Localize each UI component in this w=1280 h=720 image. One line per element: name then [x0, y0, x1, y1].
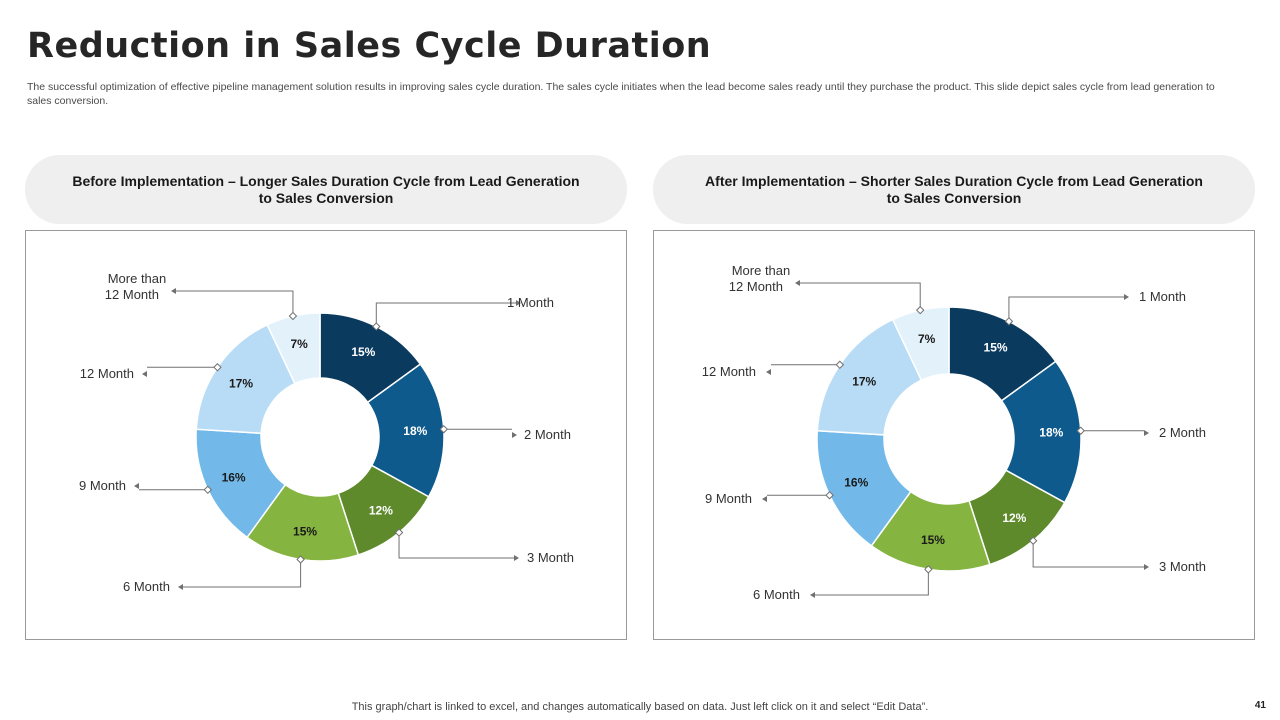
- leader-arrow-3-month: [1144, 564, 1149, 570]
- leader-arrow-3-month: [514, 555, 519, 561]
- category-label-2-month: 2 Month: [1159, 425, 1206, 440]
- leader-1-month: [375, 302, 516, 327]
- data-label-9-month: 16%: [844, 476, 868, 490]
- data-label-1-month: 15%: [984, 341, 1008, 355]
- leader-anchor-6-month: [924, 565, 933, 574]
- leader-arrow-12-month: [142, 371, 147, 377]
- leader-lines: [134, 288, 521, 590]
- before-donut-chart[interactable]: 15% 1 Month 18% 2 Month 12% 3 Month 15% 6 Month…: [26, 231, 628, 641]
- category-label-12-month: 12 Month: [80, 366, 134, 381]
- data-label-3-month: 12%: [1002, 511, 1026, 525]
- leader-anchor-9-month: [825, 490, 834, 500]
- leader-arrow-9-month: [134, 483, 139, 489]
- leader-6-month: [815, 569, 929, 596]
- leader-anchor-3-month: [1028, 536, 1038, 545]
- data-label-1-month: 15%: [351, 345, 375, 359]
- data-label-more-than-12-month: 7%: [918, 332, 936, 346]
- leader-arrow-12-month: [766, 369, 771, 375]
- category-label-2-month: 2 Month: [524, 427, 571, 442]
- leader-lines: [762, 280, 1149, 598]
- slice-2-month[interactable]: [1000, 360, 1082, 504]
- category-label-1-month: 1 Month: [1139, 289, 1186, 304]
- leader-anchor-9-month: [203, 485, 213, 495]
- after-chart-panel[interactable]: 15% 1 Month 18% 2 Month 12% 3 Month 15% 6 Month…: [653, 230, 1255, 640]
- before-chart-panel[interactable]: 15% 1 Month 18% 2 Month 12% 3 Month 15% 6 Month…: [25, 230, 627, 640]
- category-label-12-month: 12 Month: [702, 364, 756, 379]
- after-header-text: After Implementation – Shorter Sales Dur…: [705, 172, 1203, 206]
- data-label-12-month: 17%: [229, 376, 253, 390]
- data-label-3-month: 12%: [369, 504, 393, 518]
- leader-3-month: [398, 532, 514, 559]
- leader-anchor-1-month: [1004, 317, 1014, 326]
- leader-anchor-more-than-12-month: [288, 311, 298, 321]
- category-label-more-than-12-month: More than 12 Month: [729, 263, 790, 294]
- leader-arrow-1-month: [516, 300, 521, 306]
- data-label-2-month: 18%: [1039, 426, 1063, 440]
- data-label-more-than-12-month: 7%: [290, 337, 308, 351]
- leader-6-month: [183, 559, 302, 588]
- leader-1-month: [1008, 296, 1124, 322]
- leader-arrow-1-month: [1124, 294, 1129, 300]
- leader-arrow-more-than-12-month: [795, 280, 800, 286]
- data-label-9-month: 16%: [222, 471, 246, 485]
- page-number: 41: [1254, 700, 1266, 711]
- slice-2-month[interactable]: [366, 363, 445, 498]
- category-label-9-month: 9 Month: [79, 478, 126, 493]
- data-label-6-month: 15%: [293, 524, 317, 538]
- leader-more-than-12-month: [176, 290, 294, 316]
- leader-arrow-6-month: [178, 584, 183, 590]
- before-header-pill: Before Implementation – Longer Sales Dur…: [25, 155, 627, 224]
- page-title: Reduction in Sales Cycle Duration: [27, 26, 712, 66]
- leader-anchor-12-month: [213, 363, 222, 372]
- after-donut-chart[interactable]: 15% 1 Month 18% 2 Month 12% 3 Month 15% 6 Month…: [654, 231, 1256, 641]
- category-label-6-month: 6 Month: [753, 587, 800, 602]
- category-label-6-month: 6 Month: [123, 579, 170, 594]
- leader-anchor-1-month: [372, 322, 381, 331]
- slices: [195, 312, 445, 562]
- leader-arrow-6-month: [810, 592, 815, 598]
- leader-arrow-2-month: [1144, 430, 1149, 436]
- leader-anchor-more-than-12-month: [915, 305, 925, 315]
- leader-3-month: [1032, 540, 1144, 568]
- data-label-2-month: 18%: [403, 424, 427, 438]
- leader-anchor-2-month: [439, 424, 448, 434]
- slice-12-month[interactable]: [195, 323, 296, 435]
- category-label-9-month: 9 Month: [705, 491, 752, 506]
- leader-arrow-9-month: [762, 496, 767, 502]
- data-label-12-month: 17%: [852, 374, 876, 388]
- labels: 15% 1 Month 18% 2 Month 12% 3 Month 15% 6 Month…: [702, 263, 1206, 602]
- category-label-3-month: 3 Month: [1159, 559, 1206, 574]
- category-label-more-than-12-month: More than 12 Month: [105, 271, 166, 302]
- leader-arrow-2-month: [512, 432, 517, 438]
- footer-note: This graph/chart is linked to excel, and…: [351, 701, 929, 713]
- leader-anchor-6-month: [296, 555, 305, 564]
- leader-anchor-12-month: [835, 360, 845, 370]
- labels: 15% 1 Month 18% 2 Month 12% 3 Month 15% 6 Month…: [79, 271, 574, 594]
- slice-more-than-12-month[interactable]: [891, 306, 950, 382]
- category-label-3-month: 3 Month: [527, 550, 574, 565]
- after-header-pill: After Implementation – Shorter Sales Dur…: [653, 155, 1255, 224]
- leader-more-than-12-month: [800, 282, 921, 311]
- leader-anchor-3-month: [394, 528, 404, 537]
- before-header-text: Before Implementation – Longer Sales Dur…: [72, 172, 580, 206]
- page-subtitle: The successful optimization of effective…: [27, 81, 1215, 107]
- slices: [816, 306, 1082, 572]
- category-label-1-month: 1 Month: [507, 295, 554, 310]
- slice-more-than-12-month[interactable]: [266, 312, 321, 385]
- leader-anchor-2-month: [1076, 426, 1085, 435]
- leader-arrow-more-than-12-month: [171, 288, 176, 294]
- data-label-6-month: 15%: [921, 533, 945, 547]
